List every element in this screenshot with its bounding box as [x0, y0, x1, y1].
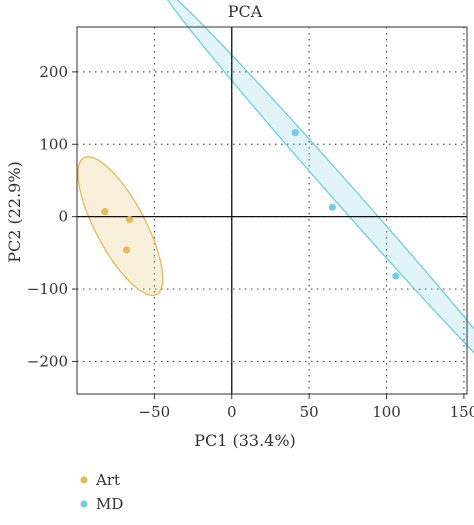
point-art [101, 207, 109, 216]
y-axis-title: PC2 (22.9%) [5, 161, 24, 263]
point-md [291, 129, 299, 137]
legend: Art MD [80, 471, 123, 513]
data-points [101, 129, 400, 280]
y-tick-label: 100 [39, 135, 68, 153]
point-art [126, 215, 134, 224]
x-tick-label: 150 [450, 403, 474, 421]
y-tick-label: −200 [27, 352, 68, 370]
point-md [328, 203, 336, 211]
ellipse-art [77, 156, 164, 297]
y-tick-label: −100 [27, 280, 68, 298]
reference-lines [77, 27, 467, 394]
chart-title: PCA [228, 2, 263, 21]
axis-ticks: −50 0 50 100 150 −200 −100 0 100 200 [27, 63, 474, 421]
point-md [392, 272, 400, 280]
confidence-ellipses [77, 0, 474, 411]
x-tick-label: 50 [300, 403, 319, 421]
y-tick-label: 200 [39, 63, 68, 81]
legend-label-md: MD [96, 495, 123, 513]
legend-marker-art [80, 476, 88, 484]
plot-frame [76, 26, 468, 395]
x-axis-title: PC1 (33.4%) [194, 431, 296, 450]
x-tick-label: 100 [372, 403, 401, 421]
legend-marker-md [80, 500, 88, 508]
x-tick-label: −50 [139, 403, 171, 421]
y-tick-label: 0 [58, 208, 68, 226]
x-tick-label: 0 [227, 403, 237, 421]
ellipse-md [160, 0, 474, 411]
legend-label-art: Art [95, 471, 120, 489]
point-art [122, 246, 131, 254]
